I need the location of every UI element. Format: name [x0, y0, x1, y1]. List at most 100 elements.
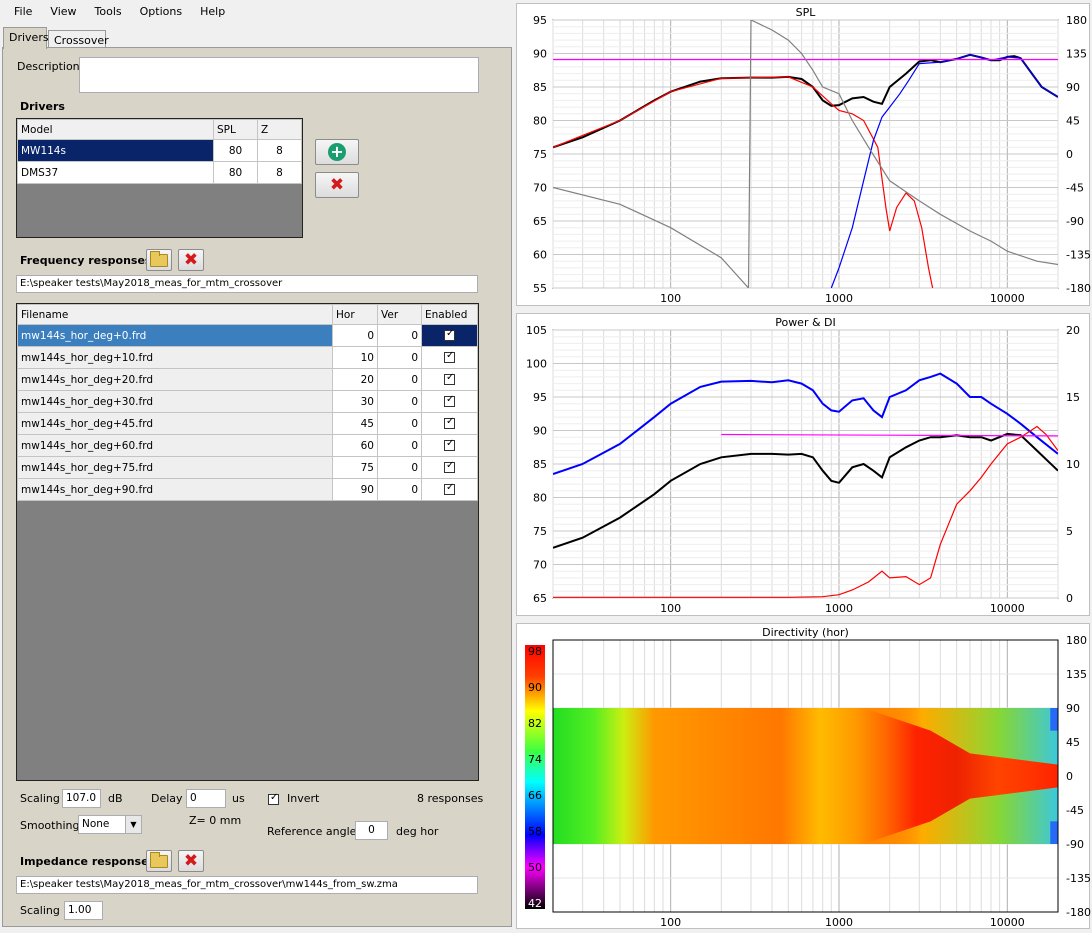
driver-row[interactable]: MW114s 80 8 — [17, 139, 302, 162]
col-ver[interactable]: Ver — [377, 304, 422, 325]
hor-cell[interactable]: 75 — [332, 456, 378, 479]
hor-cell[interactable]: 60 — [332, 434, 378, 457]
menu-view[interactable]: View — [50, 5, 77, 18]
menu-file[interactable]: File — [14, 5, 33, 18]
menu-tools[interactable]: Tools — [94, 5, 122, 18]
col-filename[interactable]: Filename — [17, 304, 333, 325]
driver-z[interactable]: 8 — [257, 161, 302, 184]
enabled-cell[interactable] — [421, 456, 478, 479]
menu-options[interactable]: Options — [139, 5, 183, 18]
enabled-cell[interactable] — [421, 390, 478, 413]
delay-input[interactable]: 0 — [186, 789, 226, 808]
enabled-checkbox[interactable] — [444, 328, 455, 341]
enabled-cell[interactable] — [421, 434, 478, 457]
spl-y-tick: 85 — [533, 81, 547, 94]
driver-spl[interactable]: 80 — [213, 161, 258, 184]
hor-cell[interactable]: 0 — [332, 324, 378, 347]
table-row[interactable]: mw144s_hor_deg+10.frd 10 0 — [17, 346, 478, 369]
filename-cell[interactable]: mw144s_hor_deg+0.frd — [17, 324, 333, 347]
impedance-scaling-input[interactable]: 1.00 — [64, 901, 103, 920]
spl-y2-tick: -135 — [1066, 249, 1091, 262]
enabled-cell[interactable] — [421, 324, 478, 347]
scaling-input[interactable]: 107.0 — [62, 789, 101, 808]
description-input[interactable] — [79, 57, 479, 93]
spl-y2-tick: 135 — [1066, 48, 1087, 61]
remove-driver-button[interactable]: ✖ — [315, 172, 359, 198]
directivity-y2-tick: 0 — [1066, 770, 1073, 783]
invert-checkbox[interactable] — [268, 792, 279, 805]
enabled-checkbox[interactable] — [444, 350, 455, 363]
directivity-colorbar-tick: 82 — [528, 717, 542, 730]
enabled-cell[interactable] — [421, 478, 478, 501]
filename-cell[interactable]: mw144s_hor_deg+30.frd — [17, 390, 333, 413]
drivers-table: Model SPL Z MW114s 80 8 DMS37 80 8 — [16, 118, 303, 238]
ver-cell[interactable]: 0 — [377, 456, 422, 479]
filename-cell[interactable]: mw144s_hor_deg+75.frd — [17, 456, 333, 479]
filename-cell[interactable]: mw144s_hor_deg+10.frd — [17, 346, 333, 369]
power-di-y-tick: 105 — [526, 324, 547, 337]
hor-cell[interactable]: 90 — [332, 478, 378, 501]
filename-cell[interactable]: mw144s_hor_deg+20.frd — [17, 368, 333, 391]
driver-model[interactable]: MW114s — [17, 139, 214, 162]
col-spl[interactable]: SPL — [213, 119, 258, 140]
enabled-checkbox[interactable] — [444, 482, 455, 495]
tab-drivers[interactable]: Drivers — [3, 27, 49, 49]
filename-cell[interactable]: mw144s_hor_deg+90.frd — [17, 478, 333, 501]
tab-crossover[interactable]: Crossover — [48, 30, 109, 50]
table-row[interactable]: mw144s_hor_deg+60.frd 60 0 — [17, 434, 478, 457]
enabled-checkbox[interactable] — [444, 394, 455, 407]
ver-cell[interactable]: 0 — [377, 412, 422, 435]
enabled-cell[interactable] — [421, 368, 478, 391]
directivity-chart[interactable]: 100 1000 10000 Directivity (hor) 180 135 90 45 0… — [517, 624, 1091, 930]
table-row[interactable]: mw144s_hor_deg+75.frd 75 0 — [17, 456, 478, 479]
add-driver-button[interactable]: + — [315, 139, 359, 165]
table-row[interactable]: mw144s_hor_deg+20.frd 20 0 — [17, 368, 478, 391]
col-model[interactable]: Model — [17, 119, 214, 140]
filename-cell[interactable]: mw144s_hor_deg+45.frd — [17, 412, 333, 435]
remove-frequency-button[interactable]: ✖ — [178, 249, 204, 271]
col-enabled[interactable]: Enabled — [421, 304, 478, 325]
ver-cell[interactable]: 0 — [377, 434, 422, 457]
enabled-checkbox[interactable] — [444, 460, 455, 473]
driver-spl[interactable]: 80 — [213, 139, 258, 162]
impedance-path-input[interactable]: E:\speaker tests\May2018_meas_for_mtm_cr… — [16, 876, 478, 894]
ver-cell[interactable]: 0 — [377, 368, 422, 391]
ver-cell[interactable]: 0 — [377, 346, 422, 369]
enabled-cell[interactable] — [421, 412, 478, 435]
table-row[interactable]: mw144s_hor_deg+90.frd 90 0 — [17, 478, 478, 501]
enabled-checkbox[interactable] — [444, 416, 455, 429]
col-z[interactable]: Z — [257, 119, 302, 140]
frequency-path-input[interactable]: E:\speaker tests\May2018_meas_for_mtm_cr… — [16, 275, 478, 293]
folder-icon — [150, 250, 168, 267]
table-row[interactable]: mw144s_hor_deg+0.frd 0 0 — [17, 324, 478, 347]
power-di-x-tick: 10000 — [990, 602, 1025, 615]
power-di-y-tick: 80 — [533, 492, 547, 505]
filename-cell[interactable]: mw144s_hor_deg+60.frd — [17, 434, 333, 457]
reference-angle-input[interactable]: 0 — [355, 821, 388, 840]
ver-cell[interactable]: 0 — [377, 324, 422, 347]
hor-cell[interactable]: 30 — [332, 390, 378, 413]
menu-help[interactable]: Help — [200, 5, 226, 18]
hor-cell[interactable]: 10 — [332, 346, 378, 369]
spl-chart[interactable]: 100 1000 10000 SPL 95 90 85 80 75 70 65 60 55 180 135 9… — [517, 4, 1091, 307]
open-frequency-button[interactable] — [146, 249, 172, 271]
hor-cell[interactable]: 45 — [332, 412, 378, 435]
open-impedance-button[interactable] — [146, 850, 172, 872]
ver-cell[interactable]: 0 — [377, 478, 422, 501]
enabled-checkbox[interactable] — [444, 438, 455, 451]
table-row[interactable]: mw144s_hor_deg+30.frd 30 0 — [17, 390, 478, 413]
enabled-checkbox[interactable] — [444, 372, 455, 385]
driver-model[interactable]: DMS37 — [17, 161, 214, 184]
hor-cell[interactable]: 20 — [332, 368, 378, 391]
driver-row[interactable]: DMS37 80 8 — [17, 161, 302, 184]
smoothing-select[interactable]: None ▼ — [78, 815, 142, 834]
ver-cell[interactable]: 0 — [377, 390, 422, 413]
enabled-cell[interactable] — [421, 346, 478, 369]
power-di-y-tick: 95 — [533, 391, 547, 404]
table-row[interactable]: mw144s_hor_deg+45.frd 45 0 — [17, 412, 478, 435]
driver-z[interactable]: 8 — [257, 139, 302, 162]
col-hor[interactable]: Hor — [332, 304, 378, 325]
remove-impedance-button[interactable]: ✖ — [178, 850, 204, 872]
directivity-y2-tick: -45 — [1066, 804, 1084, 817]
